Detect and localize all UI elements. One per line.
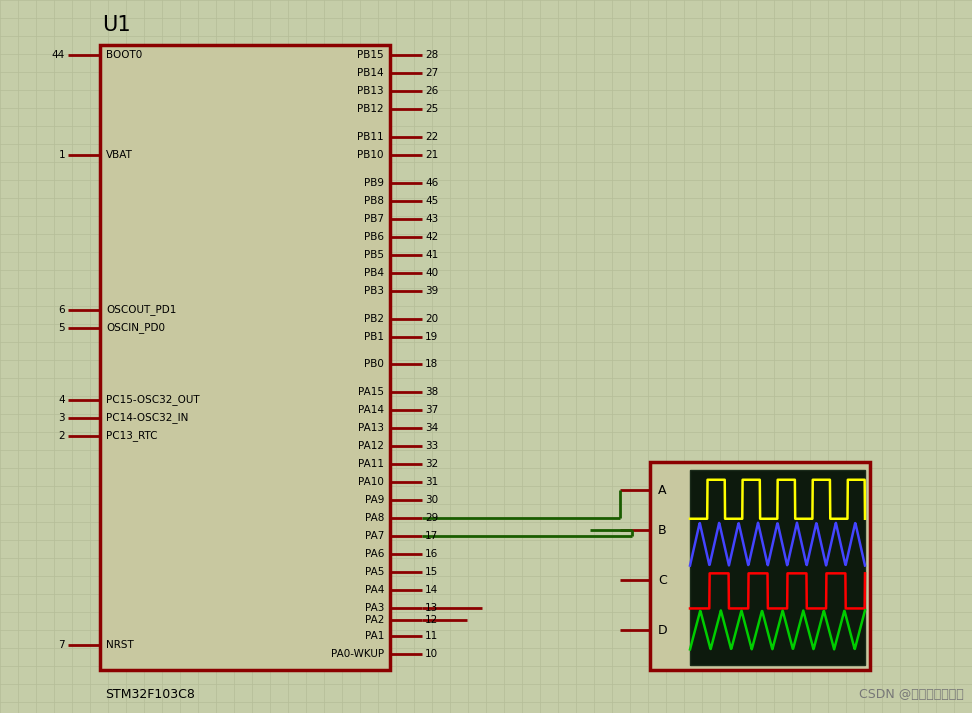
Text: 37: 37 <box>425 405 438 415</box>
Text: 20: 20 <box>425 314 438 324</box>
Text: B: B <box>658 523 667 536</box>
Text: PA11: PA11 <box>358 459 384 469</box>
Text: C: C <box>658 573 667 587</box>
Text: PB0: PB0 <box>364 359 384 369</box>
Text: PA6: PA6 <box>364 549 384 559</box>
Text: 26: 26 <box>425 86 438 96</box>
Text: D: D <box>658 623 668 637</box>
Text: 30: 30 <box>425 495 438 505</box>
Text: 11: 11 <box>425 631 438 641</box>
Text: PB14: PB14 <box>358 68 384 78</box>
Text: PB1: PB1 <box>364 332 384 342</box>
Text: 43: 43 <box>425 214 438 224</box>
Text: PA0-WKUP: PA0-WKUP <box>330 649 384 659</box>
Text: PA9: PA9 <box>364 495 384 505</box>
Text: PB13: PB13 <box>358 86 384 96</box>
Text: 38: 38 <box>425 387 438 397</box>
Text: PA8: PA8 <box>364 513 384 523</box>
Text: 19: 19 <box>425 332 438 342</box>
Bar <box>650 462 870 670</box>
Text: 12: 12 <box>425 615 438 625</box>
Text: 31: 31 <box>425 477 438 487</box>
Text: PB7: PB7 <box>364 214 384 224</box>
Text: PA1: PA1 <box>364 631 384 641</box>
Text: PC14-OSC32_IN: PC14-OSC32_IN <box>106 413 189 424</box>
Text: 25: 25 <box>425 104 438 114</box>
Text: PB12: PB12 <box>358 104 384 114</box>
Bar <box>100 45 390 670</box>
Text: 41: 41 <box>425 250 438 260</box>
Text: 6: 6 <box>58 305 65 315</box>
Text: VBAT: VBAT <box>106 150 133 160</box>
Text: 5: 5 <box>58 323 65 333</box>
Text: PC13_RTC: PC13_RTC <box>106 431 157 441</box>
Text: 3: 3 <box>58 413 65 423</box>
Text: U1: U1 <box>102 15 130 35</box>
Text: 7: 7 <box>58 640 65 650</box>
Text: PA12: PA12 <box>358 441 384 451</box>
Text: 27: 27 <box>425 68 438 78</box>
Text: 22: 22 <box>425 132 438 142</box>
Text: 40: 40 <box>425 268 438 278</box>
Text: 17: 17 <box>425 531 438 541</box>
Text: CSDN @嵌入式创客工坊: CSDN @嵌入式创客工坊 <box>859 688 964 701</box>
Text: 1: 1 <box>58 150 65 160</box>
Text: 45: 45 <box>425 196 438 206</box>
Text: PB2: PB2 <box>364 314 384 324</box>
Text: PA10: PA10 <box>358 477 384 487</box>
Text: PB15: PB15 <box>358 50 384 60</box>
Text: PC15-OSC32_OUT: PC15-OSC32_OUT <box>106 394 199 406</box>
Text: PB3: PB3 <box>364 286 384 296</box>
Text: PB8: PB8 <box>364 196 384 206</box>
Text: 32: 32 <box>425 459 438 469</box>
Text: 29: 29 <box>425 513 438 523</box>
Text: 34: 34 <box>425 423 438 433</box>
Text: 2: 2 <box>58 431 65 441</box>
Text: 44: 44 <box>52 50 65 60</box>
Bar <box>690 470 865 665</box>
Text: PB5: PB5 <box>364 250 384 260</box>
Text: PA7: PA7 <box>364 531 384 541</box>
Text: PB6: PB6 <box>364 232 384 242</box>
Text: NRST: NRST <box>106 640 134 650</box>
Text: STM32F103C8: STM32F103C8 <box>105 688 194 701</box>
Text: PA13: PA13 <box>358 423 384 433</box>
Text: 46: 46 <box>425 178 438 188</box>
Text: PB4: PB4 <box>364 268 384 278</box>
Text: PB9: PB9 <box>364 178 384 188</box>
Text: PA3: PA3 <box>364 603 384 613</box>
Text: PA14: PA14 <box>358 405 384 415</box>
Text: PA5: PA5 <box>364 567 384 577</box>
Text: 13: 13 <box>425 603 438 613</box>
Text: PB11: PB11 <box>358 132 384 142</box>
Text: 18: 18 <box>425 359 438 369</box>
Text: PB10: PB10 <box>358 150 384 160</box>
Text: 16: 16 <box>425 549 438 559</box>
Text: PA4: PA4 <box>364 585 384 595</box>
Text: 4: 4 <box>58 395 65 405</box>
Text: PA2: PA2 <box>364 615 384 625</box>
Text: A: A <box>658 483 667 496</box>
Text: 15: 15 <box>425 567 438 577</box>
Text: 14: 14 <box>425 585 438 595</box>
Text: 10: 10 <box>425 649 438 659</box>
Text: 33: 33 <box>425 441 438 451</box>
Text: BOOT0: BOOT0 <box>106 50 142 60</box>
Text: 42: 42 <box>425 232 438 242</box>
Text: 39: 39 <box>425 286 438 296</box>
Text: 28: 28 <box>425 50 438 60</box>
Text: 21: 21 <box>425 150 438 160</box>
Text: PA15: PA15 <box>358 387 384 397</box>
Text: OSCIN_PD0: OSCIN_PD0 <box>106 322 165 334</box>
Text: OSCOUT_PD1: OSCOUT_PD1 <box>106 304 176 315</box>
